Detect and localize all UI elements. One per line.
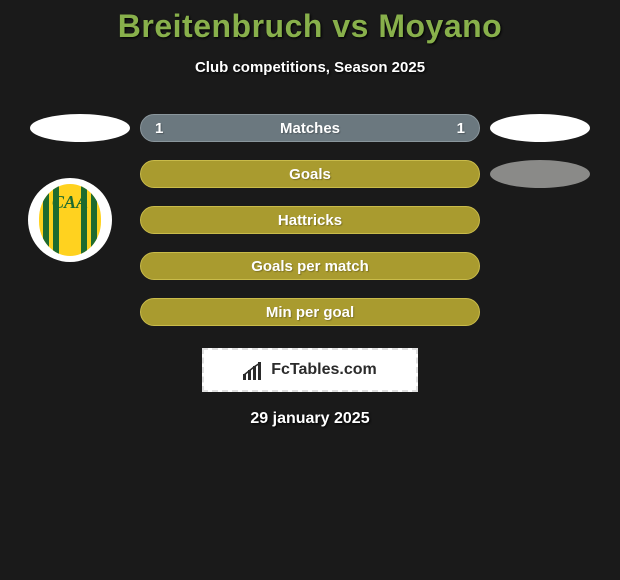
right-oval [490, 114, 590, 142]
stat-row-min-per-goal: Min per goal [0, 298, 620, 326]
club-badge-graphic: CAA [39, 184, 101, 256]
left-player-marker [20, 114, 140, 142]
page-title: Breitenbruch vs Moyano [118, 8, 502, 45]
branding-text: FcTables.com [271, 361, 377, 379]
right-player-marker [480, 160, 600, 188]
subtitle: Club competitions, Season 2025 [195, 59, 425, 76]
stat-label: Min per goal [141, 304, 479, 321]
stat-row-goals-per-match: Goals per match [0, 252, 620, 280]
branding-box[interactable]: FcTables.com [202, 348, 418, 392]
branding-chart-icon [243, 360, 265, 380]
snapshot-date: 29 january 2025 [250, 410, 369, 428]
club-badge-left: CAA [28, 178, 112, 262]
stat-row-matches: 1 Matches 1 [0, 114, 620, 142]
stat-label: Hattricks [141, 212, 479, 229]
stat-right-value: 1 [457, 120, 465, 137]
comparison-card: Breitenbruch vs Moyano Club competitions… [0, 0, 620, 428]
stat-label: Goals [141, 166, 479, 183]
stat-pill: Goals per match [140, 252, 480, 280]
right-player-marker [480, 114, 600, 142]
stat-pill: 1 Matches 1 [140, 114, 480, 142]
left-oval [30, 114, 130, 142]
stat-label: Matches [141, 120, 479, 137]
right-oval [490, 160, 590, 188]
stat-pill: Min per goal [140, 298, 480, 326]
stat-pill: Hattricks [140, 206, 480, 234]
club-badge-text: CAA [39, 192, 101, 213]
stat-pill: Goals [140, 160, 480, 188]
stat-label: Goals per match [141, 258, 479, 275]
